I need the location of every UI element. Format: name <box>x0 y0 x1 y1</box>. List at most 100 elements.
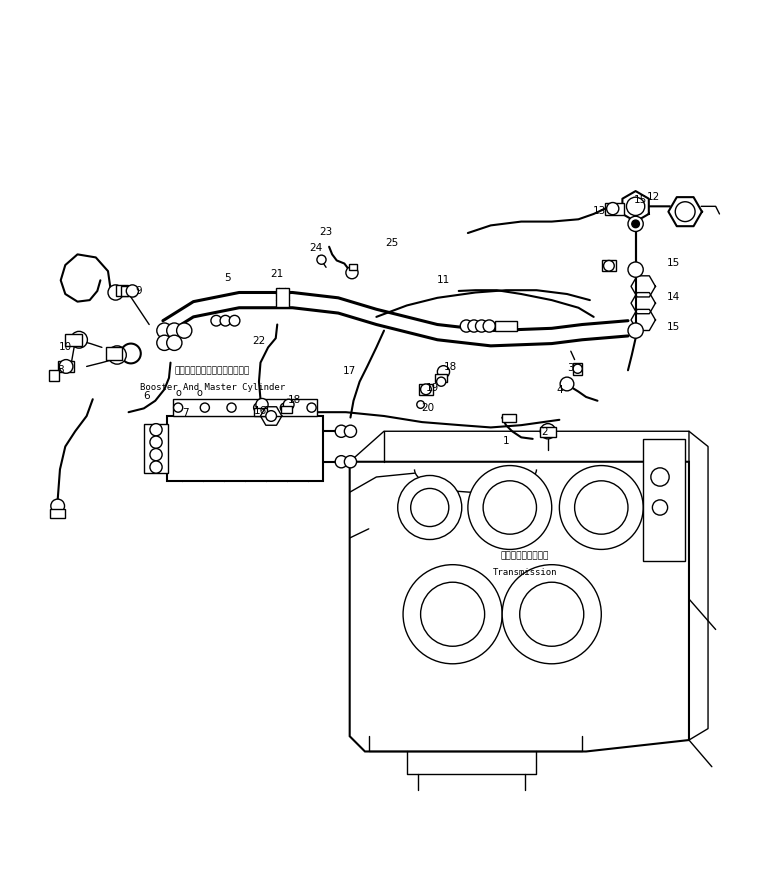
Circle shape <box>417 401 425 409</box>
Circle shape <box>628 324 644 339</box>
Circle shape <box>220 316 230 326</box>
Circle shape <box>317 256 326 265</box>
Text: 13: 13 <box>593 206 607 215</box>
Bar <box>419 384 433 395</box>
Circle shape <box>126 285 138 298</box>
Text: o: o <box>175 387 181 397</box>
Circle shape <box>437 367 449 378</box>
Bar <box>48 371 59 382</box>
Text: 19: 19 <box>425 383 439 392</box>
Circle shape <box>411 489 449 527</box>
Polygon shape <box>668 198 702 227</box>
Text: トランスミッション: トランスミッション <box>501 551 549 560</box>
Text: 2: 2 <box>541 426 548 437</box>
Bar <box>541 428 555 437</box>
Bar <box>644 439 685 561</box>
Bar <box>495 322 518 332</box>
Circle shape <box>157 324 172 339</box>
Circle shape <box>335 456 347 468</box>
Polygon shape <box>631 276 655 298</box>
Bar <box>435 375 447 383</box>
Bar <box>106 348 122 360</box>
Bar <box>281 407 292 414</box>
Text: 18: 18 <box>444 361 457 371</box>
Circle shape <box>266 411 276 422</box>
Polygon shape <box>631 293 655 315</box>
Circle shape <box>483 481 537 535</box>
Circle shape <box>150 424 162 436</box>
Circle shape <box>559 466 644 550</box>
Bar <box>276 289 290 308</box>
Circle shape <box>167 324 182 339</box>
Text: 22: 22 <box>253 335 266 345</box>
Bar <box>126 287 135 295</box>
Text: 20: 20 <box>421 402 434 412</box>
Text: 10: 10 <box>58 342 72 351</box>
Text: 16: 16 <box>254 406 267 416</box>
Circle shape <box>483 321 495 333</box>
Circle shape <box>150 436 162 449</box>
Polygon shape <box>631 310 655 331</box>
Circle shape <box>150 461 162 474</box>
Text: 7: 7 <box>183 408 189 417</box>
Circle shape <box>604 261 614 272</box>
Text: 5: 5 <box>224 273 231 283</box>
Bar <box>121 287 134 296</box>
Circle shape <box>437 377 445 387</box>
Text: 23: 23 <box>319 227 333 237</box>
Text: 15: 15 <box>634 195 647 205</box>
Text: 8: 8 <box>58 365 64 375</box>
Text: 15: 15 <box>667 322 680 332</box>
Circle shape <box>211 316 222 326</box>
Bar <box>116 285 127 296</box>
Polygon shape <box>622 192 649 223</box>
Circle shape <box>650 468 669 486</box>
Circle shape <box>346 267 358 280</box>
Circle shape <box>177 324 192 339</box>
Bar <box>254 409 266 417</box>
Circle shape <box>253 403 263 413</box>
Text: 6: 6 <box>143 390 150 401</box>
Polygon shape <box>260 408 282 426</box>
Bar <box>167 417 323 481</box>
Bar <box>65 334 82 347</box>
Circle shape <box>607 203 619 215</box>
Circle shape <box>541 424 555 439</box>
Circle shape <box>627 198 645 216</box>
Circle shape <box>502 565 601 664</box>
Bar <box>173 400 317 417</box>
Text: 12: 12 <box>647 192 660 202</box>
Text: 25: 25 <box>385 238 399 248</box>
Text: Transmission: Transmission <box>493 567 558 577</box>
Text: 17: 17 <box>343 366 356 375</box>
Circle shape <box>167 336 182 351</box>
Text: ブースタおよびマスタシリンダ: ブースタおよびマスタシリンダ <box>175 367 250 375</box>
Circle shape <box>283 400 294 410</box>
Bar <box>573 363 582 375</box>
Circle shape <box>628 217 644 232</box>
Circle shape <box>51 500 65 513</box>
Circle shape <box>344 456 356 468</box>
Bar <box>144 424 168 474</box>
Text: 18: 18 <box>288 395 301 405</box>
Text: 1: 1 <box>503 436 509 446</box>
Circle shape <box>421 384 432 395</box>
Circle shape <box>632 221 640 229</box>
Text: 24: 24 <box>309 242 322 252</box>
Circle shape <box>652 501 667 516</box>
Circle shape <box>150 449 162 461</box>
Circle shape <box>560 377 574 392</box>
Circle shape <box>475 321 488 333</box>
Text: 9: 9 <box>135 286 142 296</box>
Bar <box>602 261 616 272</box>
Circle shape <box>59 360 73 374</box>
Circle shape <box>468 466 551 550</box>
Polygon shape <box>349 462 689 752</box>
Circle shape <box>307 403 316 413</box>
Bar <box>50 510 65 519</box>
Circle shape <box>256 399 268 411</box>
Circle shape <box>573 365 582 374</box>
Text: 4: 4 <box>556 385 563 395</box>
Circle shape <box>280 403 290 413</box>
Circle shape <box>108 347 126 365</box>
